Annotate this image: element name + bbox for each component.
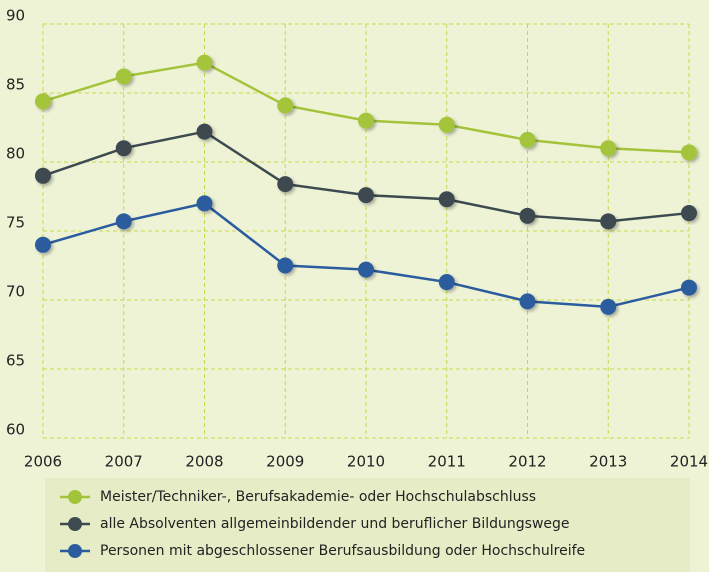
data-point <box>358 112 374 129</box>
y-tick-label: 80 <box>6 145 25 163</box>
data-point <box>196 123 213 140</box>
data-point <box>681 279 697 296</box>
legend-label: Meister/Techniker-, Berufsakademie- oder… <box>100 489 536 505</box>
data-point <box>600 213 617 230</box>
x-tick-label: 2009 <box>266 453 304 471</box>
data-point <box>600 140 617 157</box>
legend-marker <box>68 490 82 504</box>
data-point <box>277 97 294 114</box>
y-tick-label: 75 <box>6 214 25 232</box>
data-point <box>358 261 374 278</box>
data-point <box>438 191 455 208</box>
data-point <box>600 298 617 315</box>
data-point <box>681 205 697 222</box>
x-tick-label: 2010 <box>347 453 385 471</box>
legend-label: Personen mit abgeschlossener Berufsausbi… <box>100 543 585 559</box>
data-point <box>277 257 294 274</box>
y-tick-label: 90 <box>6 7 25 25</box>
legend-box <box>45 478 690 572</box>
data-point <box>115 68 132 85</box>
data-point <box>115 213 132 230</box>
data-point <box>519 131 536 148</box>
x-tick-label: 2008 <box>185 453 223 471</box>
y-tick-label: 70 <box>6 283 25 301</box>
legend-marker <box>68 517 82 531</box>
legend: Meister/Techniker-, Berufsakademie- oder… <box>60 489 585 559</box>
x-tick-label: 2011 <box>428 453 466 471</box>
x-tick-label: 2006 <box>24 453 62 471</box>
data-point <box>115 140 132 157</box>
data-point <box>358 187 374 204</box>
x-tick-label: 2013 <box>589 453 627 471</box>
data-point <box>35 236 51 253</box>
y-tick-label: 60 <box>6 421 25 439</box>
data-point <box>196 195 213 212</box>
legend-label: alle Absolventen allgemeinbildender und … <box>100 516 570 532</box>
y-tick-label: 85 <box>6 76 25 94</box>
x-tick-label: 2007 <box>105 453 143 471</box>
data-point <box>35 167 51 184</box>
data-point <box>519 207 536 224</box>
x-tick-label: 2014 <box>670 453 708 471</box>
data-point <box>277 176 294 193</box>
data-point <box>681 144 697 161</box>
data-point <box>35 93 51 110</box>
data-point <box>438 116 455 133</box>
legend-marker <box>68 544 82 558</box>
y-tick-label: 65 <box>6 352 25 370</box>
data-point <box>196 54 213 71</box>
x-tick-label: 2012 <box>508 453 546 471</box>
data-point <box>438 274 455 291</box>
data-point <box>519 293 536 310</box>
